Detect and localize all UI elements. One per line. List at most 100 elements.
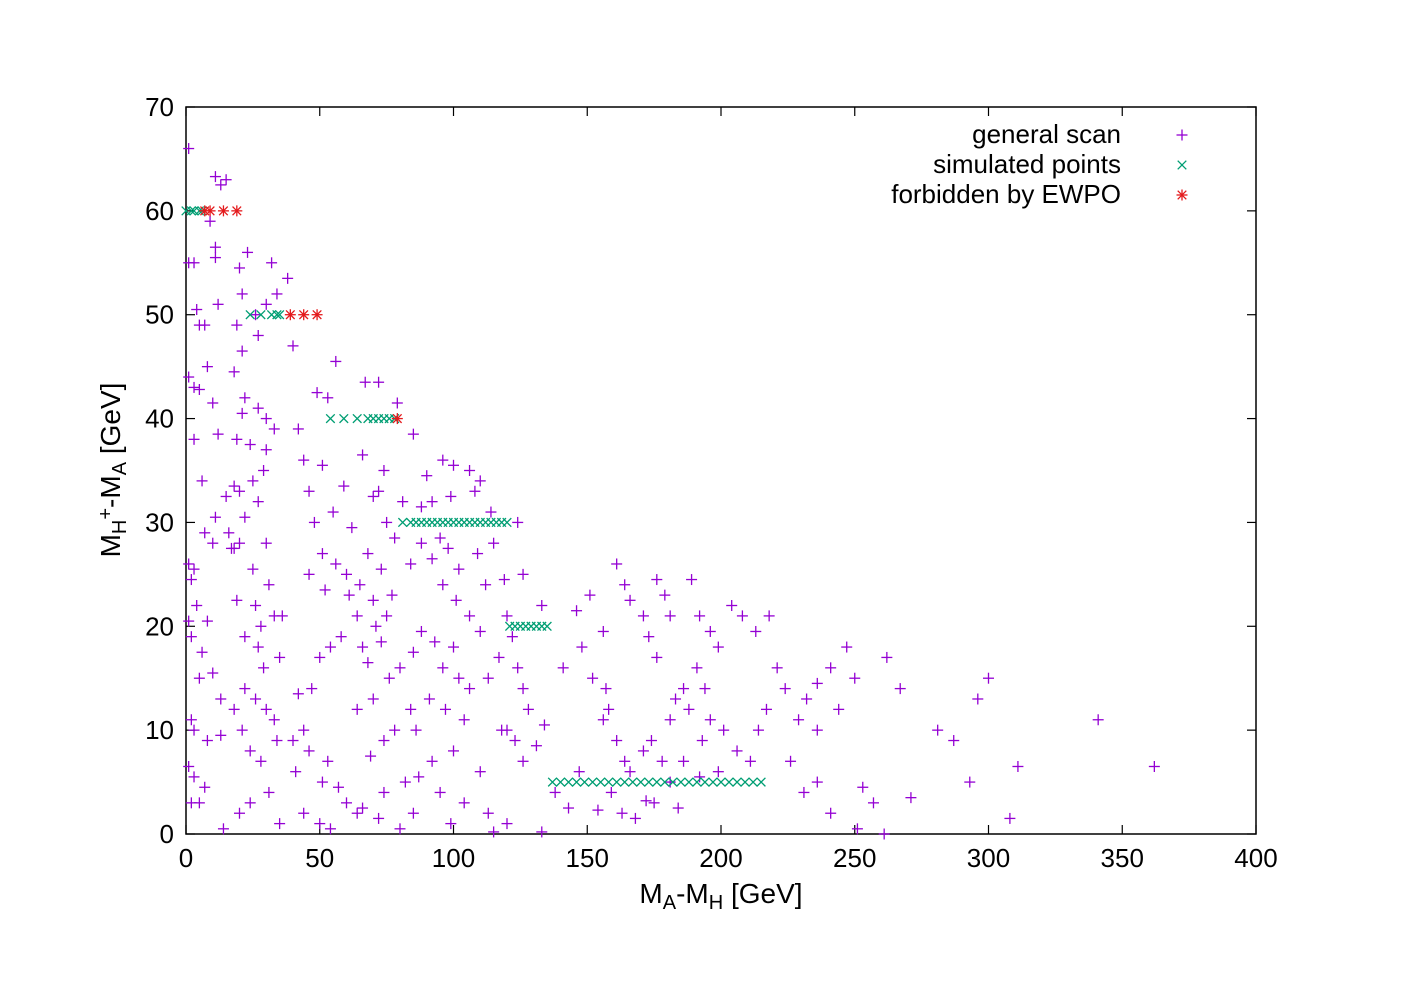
data-point [367, 490, 379, 502]
data-point [637, 745, 649, 757]
x-label-mid: -M [676, 878, 709, 909]
data-point [405, 558, 417, 570]
data-point [501, 610, 513, 622]
data-point [597, 625, 609, 637]
data-point [330, 355, 342, 367]
data-point [373, 812, 385, 824]
data-point [676, 777, 686, 787]
data-point [760, 703, 772, 715]
data-point [325, 413, 336, 424]
data-point [1092, 714, 1104, 726]
data-point [378, 465, 390, 476]
data-point [207, 667, 219, 679]
data-point [204, 215, 216, 227]
data-point [678, 755, 690, 767]
legend-marker-plus [1176, 129, 1188, 141]
data-point [555, 777, 566, 787]
data-point [343, 589, 355, 601]
data-point [341, 797, 352, 809]
data-point [678, 683, 690, 695]
data-point [266, 257, 278, 269]
legend-item-forbidden-by-ewpo: forbidden by EWPO [891, 179, 1188, 209]
data-point [704, 625, 716, 637]
data-point [686, 574, 698, 586]
data-point [700, 777, 710, 787]
data-point [185, 631, 197, 643]
data-point [619, 777, 630, 787]
data-point [373, 485, 385, 497]
data-point [474, 766, 486, 778]
data-point [292, 688, 304, 700]
data-point [373, 376, 385, 388]
data-point [215, 179, 227, 191]
data-point [274, 651, 286, 663]
series-plus [183, 143, 1160, 840]
data-point [258, 465, 270, 476]
data-point [825, 807, 837, 819]
data-point [413, 771, 425, 783]
data-point [303, 745, 315, 757]
data-point [199, 781, 211, 793]
data-point [645, 735, 657, 747]
y-label-unit: [GeV] [95, 383, 126, 462]
data-point [464, 683, 476, 695]
data-point [183, 143, 195, 155]
data-point [263, 579, 275, 591]
data-point [659, 589, 671, 601]
data-point [367, 693, 379, 705]
data-point [644, 777, 654, 787]
data-point [652, 777, 662, 787]
data-point [538, 719, 550, 731]
data-point [185, 714, 197, 726]
data-point [410, 724, 422, 736]
data-point [587, 672, 599, 684]
series-cross [181, 206, 766, 787]
data-point [306, 683, 318, 695]
data-point [207, 397, 219, 409]
data-point [365, 750, 377, 762]
data-point [359, 376, 371, 388]
data-point [322, 755, 334, 767]
data-point [502, 517, 512, 528]
data-point [905, 792, 917, 804]
data-point [335, 631, 347, 643]
data-point [426, 755, 438, 767]
data-point [542, 621, 552, 632]
data-point [664, 714, 676, 726]
data-point [512, 516, 524, 528]
data-point [308, 516, 320, 528]
data-point [217, 205, 229, 217]
data-point [415, 537, 427, 549]
data-point [303, 485, 315, 497]
data-point [183, 760, 195, 772]
data-point [453, 672, 465, 684]
data-point [276, 610, 288, 622]
data-point [512, 662, 524, 674]
data-point [316, 548, 328, 560]
data-point [517, 683, 529, 695]
data-point [311, 309, 323, 321]
x-tick-label: 250 [833, 843, 876, 873]
data-point [571, 605, 583, 617]
x-tick-label: 0 [179, 843, 193, 873]
data-point [726, 600, 738, 612]
data-point [327, 506, 339, 518]
data-point [324, 823, 336, 835]
data-point [378, 786, 390, 798]
data-point [811, 677, 823, 689]
data-point [1148, 760, 1160, 772]
data-point [330, 558, 342, 570]
data-point [391, 397, 403, 409]
data-point [611, 777, 622, 787]
legend-label-simulated-points: simulated points [933, 149, 1121, 179]
data-point [316, 776, 328, 788]
data-point [857, 781, 869, 793]
legend-item-general-scan: general scan [972, 119, 1188, 149]
data-point [215, 693, 227, 705]
data-point [244, 797, 256, 809]
y-tick-label: 30 [145, 507, 174, 537]
data-point [724, 777, 734, 787]
data-point [188, 433, 200, 445]
data-point [397, 496, 409, 508]
data-point [752, 724, 764, 736]
